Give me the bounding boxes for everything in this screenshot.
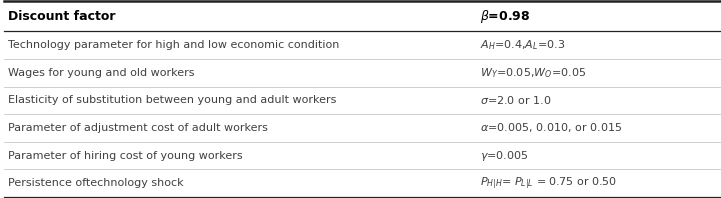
Text: $A_H$=0.4,$A_L$=0.3: $A_H$=0.4,$A_L$=0.3 bbox=[480, 38, 566, 52]
FancyBboxPatch shape bbox=[4, 114, 720, 142]
Text: Parameter of adjustment cost of adult workers: Parameter of adjustment cost of adult wo… bbox=[8, 123, 267, 133]
FancyBboxPatch shape bbox=[4, 142, 720, 169]
FancyBboxPatch shape bbox=[4, 1, 720, 31]
Text: $\sigma$=2.0 or 1.0: $\sigma$=2.0 or 1.0 bbox=[480, 94, 552, 106]
Text: $\beta$=0.98: $\beta$=0.98 bbox=[480, 8, 531, 25]
Text: Wages for young and old workers: Wages for young and old workers bbox=[8, 68, 195, 78]
FancyBboxPatch shape bbox=[4, 31, 720, 59]
Text: $W_Y$=0.05,$W_O$=0.05: $W_Y$=0.05,$W_O$=0.05 bbox=[480, 66, 587, 80]
FancyBboxPatch shape bbox=[4, 87, 720, 114]
Text: Persistence oftechnology shock: Persistence oftechnology shock bbox=[8, 178, 184, 188]
Text: Discount factor: Discount factor bbox=[8, 10, 115, 23]
FancyBboxPatch shape bbox=[4, 59, 720, 87]
Text: $\alpha$=0.005, 0.010, or 0.015: $\alpha$=0.005, 0.010, or 0.015 bbox=[480, 122, 623, 134]
Text: $\gamma$=0.005: $\gamma$=0.005 bbox=[480, 149, 529, 163]
Text: Elasticity of substitution between young and adult workers: Elasticity of substitution between young… bbox=[8, 95, 336, 105]
Text: Parameter of hiring cost of young workers: Parameter of hiring cost of young worker… bbox=[8, 151, 242, 161]
Text: Technology parameter for high and low economic condition: Technology parameter for high and low ec… bbox=[8, 40, 340, 50]
FancyBboxPatch shape bbox=[4, 169, 720, 197]
Text: $P_{H|H}$= $P_{L|L}$ = 0.75 or 0.50: $P_{H|H}$= $P_{L|L}$ = 0.75 or 0.50 bbox=[480, 175, 618, 191]
